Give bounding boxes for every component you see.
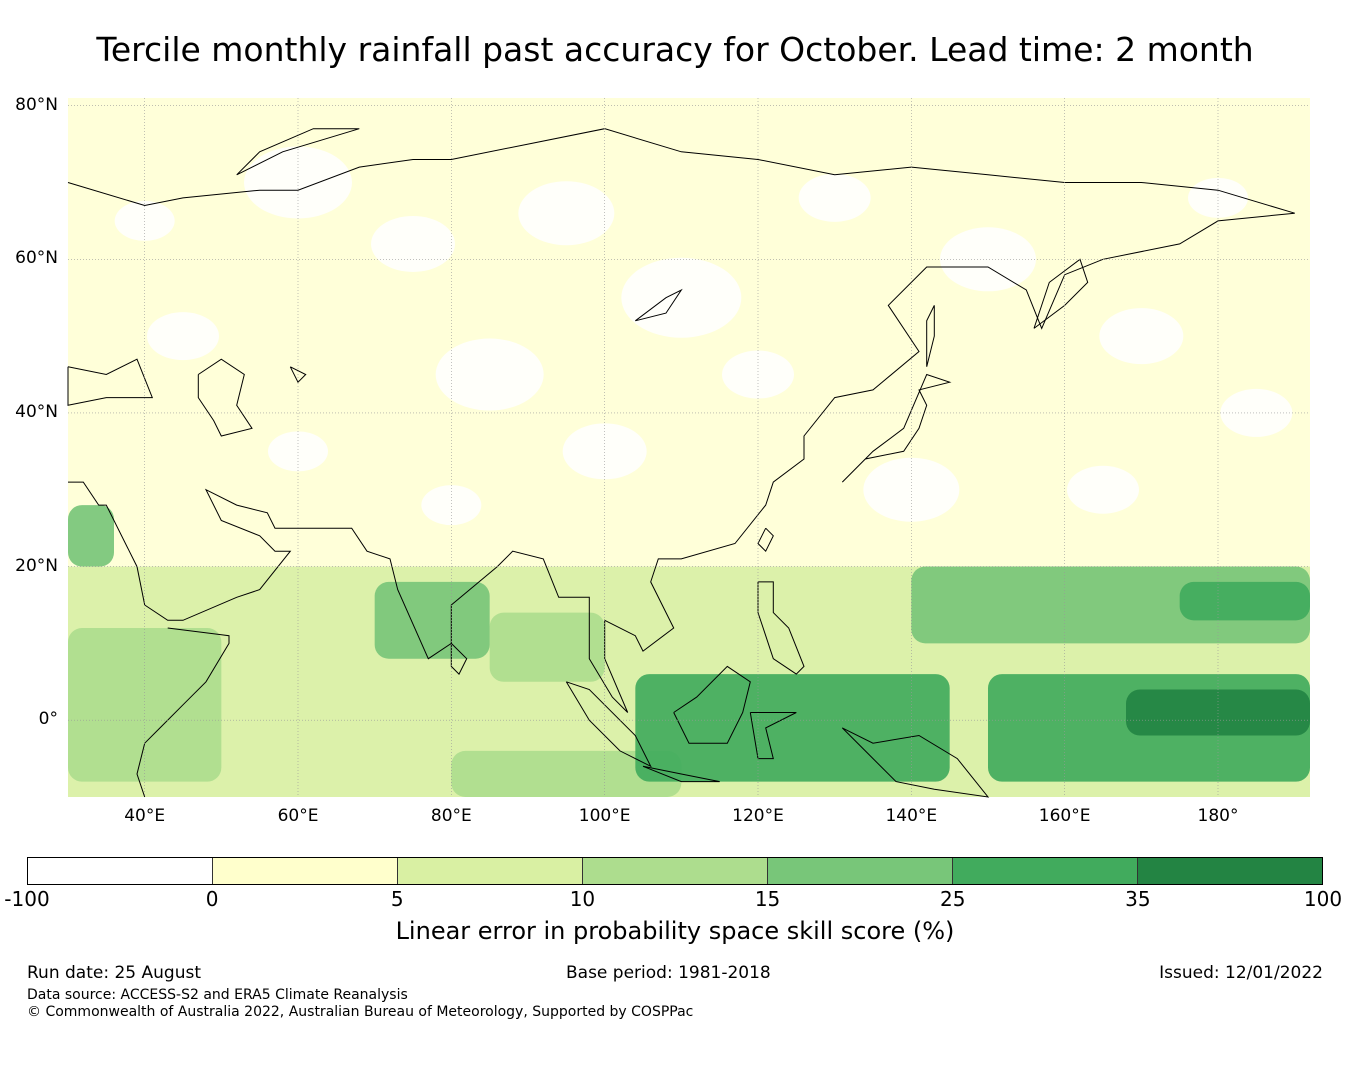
graticule-layer <box>68 98 1310 797</box>
low-skill-patch <box>114 200 175 241</box>
low-skill-patch <box>621 257 742 338</box>
colorbar-tick-label: -100 <box>4 887 50 911</box>
lon-label: 140°E <box>885 806 938 826</box>
lat-label: 0° <box>38 709 58 730</box>
coast-sumatra <box>565 681 652 768</box>
colorbar-segment <box>28 858 213 884</box>
colorbar-tick-label: 10 <box>569 887 596 911</box>
coast-east-asia <box>68 212 1295 713</box>
coast-java <box>642 765 720 783</box>
coast-taiwan <box>757 527 774 553</box>
skill-region-maritime-continent <box>635 674 950 782</box>
coast-kamchatka <box>1033 258 1089 329</box>
colorbar-segment <box>953 858 1138 884</box>
colorbar-segment <box>583 858 768 884</box>
lon-label: 40°E <box>124 806 166 826</box>
skill-region-pacific-equatorial-core <box>1126 689 1310 736</box>
low-skill-patch <box>518 181 615 246</box>
lon-label: 120°E <box>732 806 784 826</box>
colorbar-tick-label: 0 <box>205 887 219 911</box>
low-skill-patch <box>940 227 1036 292</box>
colorbar-segment <box>1138 858 1322 884</box>
coast-sakhalin <box>926 305 935 367</box>
lat-label: 20°N <box>15 555 58 576</box>
skill-region-red-sea-west <box>68 505 114 567</box>
low-skill-patch <box>798 173 871 222</box>
colorbar-segment <box>213 858 398 884</box>
coast-novaya-zemlya <box>236 128 360 176</box>
coast-sri-lanka <box>450 643 468 675</box>
colorbar-tick-label: 35 <box>1125 887 1151 911</box>
low-skill-patch <box>562 423 647 480</box>
lat-label: 40°N <box>15 401 58 422</box>
coast-caspian <box>197 358 253 437</box>
lat-label: 60°N <box>15 248 58 269</box>
coast-aral <box>289 366 307 384</box>
colorbar <box>27 857 1323 885</box>
low-skill-patch <box>147 312 219 361</box>
issued-date: Issued: 12/01/2022 <box>1159 963 1323 983</box>
colorbar-tick-label: 5 <box>390 887 404 911</box>
colorbar-tick-label: 25 <box>939 887 966 911</box>
data-source: Data source: ACCESS-S2 and ERA5 Climate … <box>27 987 408 1003</box>
low-skill-patch <box>371 215 455 272</box>
skill-region-west-pacific-north-core <box>1179 581 1310 621</box>
skill-region-india-west-coast <box>374 581 490 659</box>
low-skill-patch <box>1067 465 1139 514</box>
skill-fill-layer <box>68 98 1310 797</box>
coast-borneo <box>673 665 751 744</box>
colorbar-label: Linear error in probability space skill … <box>395 917 955 945</box>
lon-label: 80°E <box>430 806 472 826</box>
coast-japan <box>841 373 952 483</box>
copyright: © Commonwealth of Australia 2022, Austra… <box>27 1004 694 1020</box>
low-skill-patch <box>268 431 328 472</box>
lon-label: 180° <box>1197 806 1239 826</box>
lon-label: 60°E <box>277 806 319 826</box>
skill-region-indian-ocean-south <box>451 750 682 797</box>
low-skill-patch <box>421 485 482 526</box>
coast-africa-east <box>136 627 230 798</box>
lon-label: 160°E <box>1038 806 1091 826</box>
lat-label: 80°N <box>15 94 58 115</box>
low-skill-patch <box>435 338 544 411</box>
base-period: Base period: 1981-2018 <box>566 963 771 983</box>
lon-label: 100°E <box>578 806 631 826</box>
colorbar-segment <box>398 858 583 884</box>
low-skill-patch <box>863 457 960 522</box>
coast-new-guinea <box>841 727 990 798</box>
map-title: Tercile monthly rainfall past accuracy f… <box>96 30 1254 69</box>
coast-black-sea <box>67 358 154 406</box>
run-date: Run date: 25 August <box>27 963 201 983</box>
colorbar-tick-label: 100 <box>1303 887 1343 911</box>
skill-region-bay-of-bengal <box>489 612 605 682</box>
colorbar-tick-label: 15 <box>754 887 781 911</box>
coast-baikal <box>634 288 683 322</box>
low-skill-patch <box>1099 308 1184 365</box>
colorbar-segment <box>768 858 953 884</box>
coast-philippines <box>757 581 805 675</box>
